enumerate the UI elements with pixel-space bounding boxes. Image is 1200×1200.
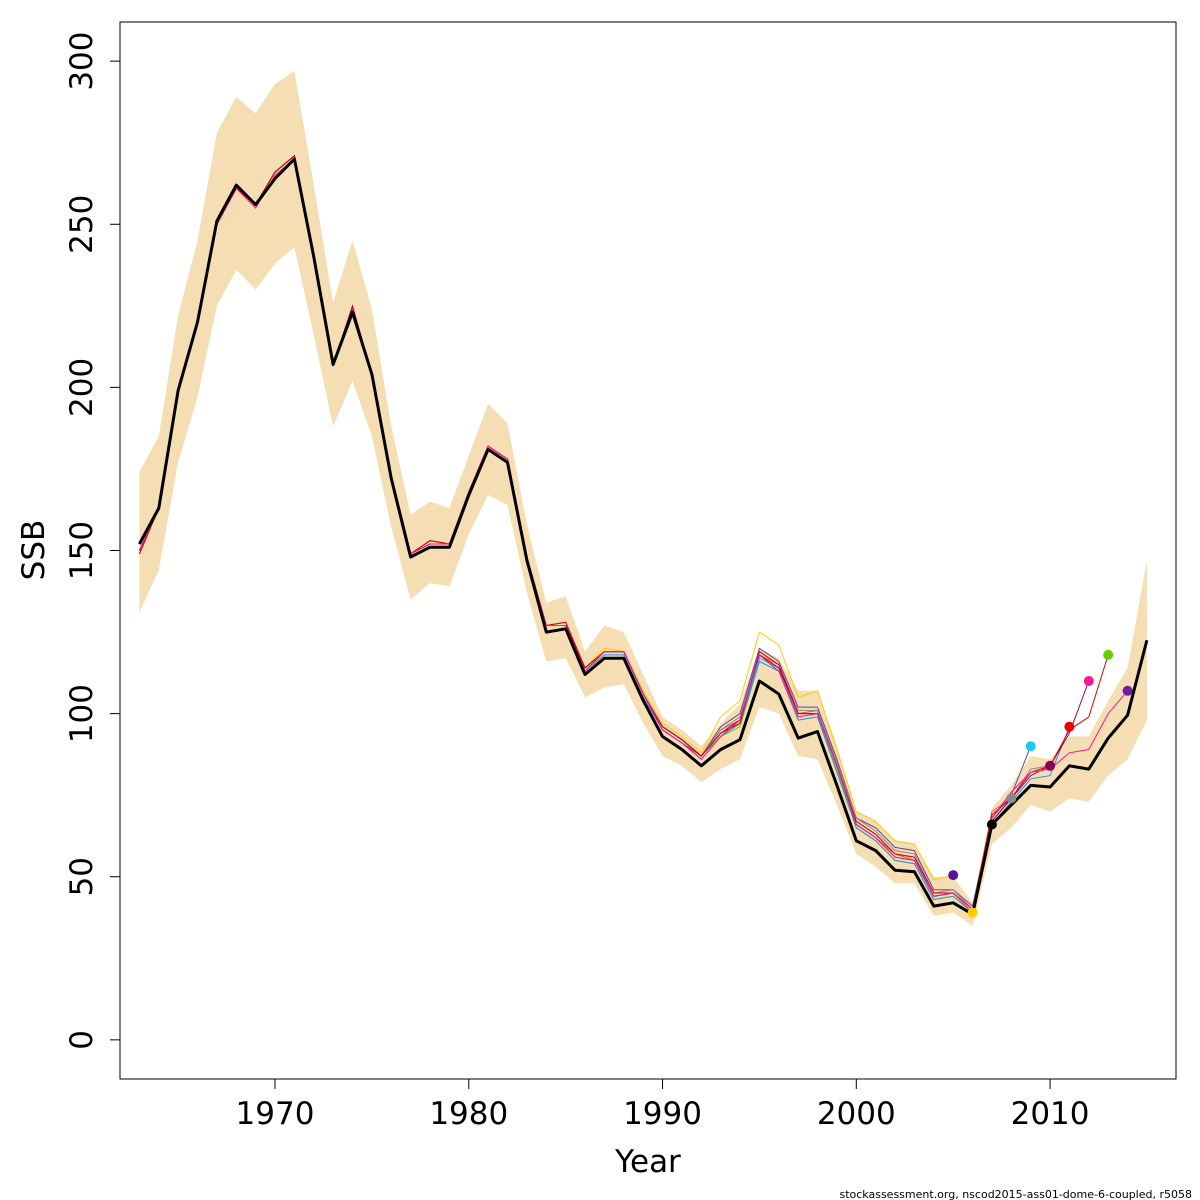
x-tick-label-1990: 1990 xyxy=(623,1096,702,1132)
x-axis-title: Year xyxy=(614,1144,681,1180)
retro-series-line-2 xyxy=(138,154,1109,911)
confidence-band-layer xyxy=(139,70,1147,926)
y-tick-label-0: 0 xyxy=(64,1030,100,1050)
y-tick-label-300: 300 xyxy=(64,32,100,91)
endpoint-2014 xyxy=(1122,685,1133,696)
x-tick-label-2000: 2000 xyxy=(817,1096,896,1132)
footer-credit: stockassessment.org, nscod2015-ass01-dom… xyxy=(839,1188,1192,1200)
x-tick-label-1980: 1980 xyxy=(429,1096,508,1132)
retro-series-line-5 xyxy=(138,154,1051,911)
endpoint-2012 xyxy=(1083,676,1094,686)
y-axis-title: SSB xyxy=(16,520,52,581)
y-tick-label-100: 100 xyxy=(64,684,100,743)
endpoint-2013 xyxy=(1103,649,1114,660)
retro-series-line-4 xyxy=(138,154,1070,914)
y-tick-label-250: 250 xyxy=(64,195,100,254)
retro-series-line-6 xyxy=(138,154,1032,908)
endpoint-2006 xyxy=(967,907,978,918)
endpoint-layer xyxy=(948,649,1133,918)
x-tick-label-2010: 2010 xyxy=(1011,1096,1090,1132)
endpoint-2011 xyxy=(1064,721,1075,732)
ssb-main-line xyxy=(138,157,1149,916)
y-tick-label-200: 200 xyxy=(64,358,100,417)
endpoint-2009 xyxy=(1025,741,1036,752)
endpoint-2008 xyxy=(1006,793,1017,804)
retro-series-line-1 xyxy=(138,158,1128,911)
confidence-band xyxy=(139,70,1147,926)
series-layer xyxy=(138,154,1149,916)
y-tick-label-50: 50 xyxy=(64,857,100,896)
axis-layer: 1970 1980 1990 2000 2010 0 50 100 150 200 250 300 xyxy=(64,32,1090,1132)
retro-series-line-3 xyxy=(138,154,1090,911)
endpoint-2007 xyxy=(986,819,997,830)
y-tick-label-150: 150 xyxy=(64,521,100,580)
endpoint-2010 xyxy=(1045,760,1056,771)
endpoint-2005 xyxy=(948,870,959,881)
x-tick-label-1970: 1970 xyxy=(236,1096,315,1132)
